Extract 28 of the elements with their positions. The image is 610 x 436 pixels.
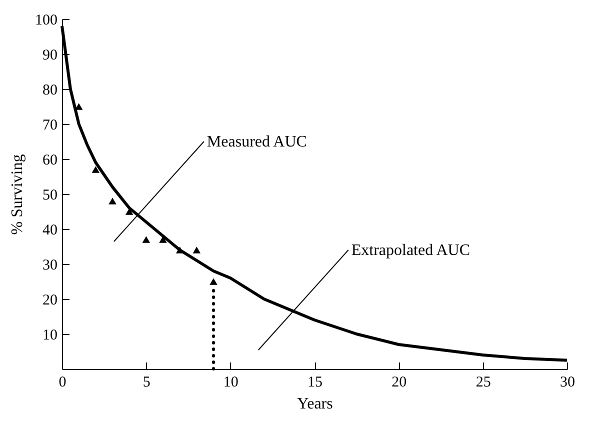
point xyxy=(159,236,167,243)
y-axis-title: % Surviving xyxy=(9,154,26,235)
x-tick-label: 20 xyxy=(392,374,407,390)
y-tick-label: 10 xyxy=(42,328,58,344)
y-tick-label: 90 xyxy=(42,48,58,64)
point xyxy=(210,278,218,285)
y-tick-label: 20 xyxy=(42,292,58,308)
point xyxy=(92,166,100,173)
point xyxy=(192,246,201,254)
point xyxy=(108,198,116,204)
y-tick-label: 60 xyxy=(42,152,58,168)
point xyxy=(142,236,150,243)
y-tick-label: 30 xyxy=(42,258,58,274)
x-axis-title: Years xyxy=(297,396,333,412)
y-tick-label: 80 xyxy=(42,82,58,98)
x-tick-label: 15 xyxy=(308,374,322,390)
point xyxy=(125,208,134,215)
x-tick-label: 30 xyxy=(560,374,575,390)
y-tick-label: 50 xyxy=(42,188,58,204)
annotation: Extrapolated AUC xyxy=(351,242,470,259)
x-tick-label: 25 xyxy=(476,374,491,390)
y-tick-label: 70 xyxy=(42,118,58,134)
x-tick-label: 0 xyxy=(58,374,66,390)
y-tick-label: 40 xyxy=(42,222,58,238)
x-tick-label: 10 xyxy=(223,374,238,390)
y-tick-label: 100 xyxy=(35,12,58,28)
annotation: Measured AUC xyxy=(206,134,307,150)
x-tick-label: 5 xyxy=(142,374,150,390)
